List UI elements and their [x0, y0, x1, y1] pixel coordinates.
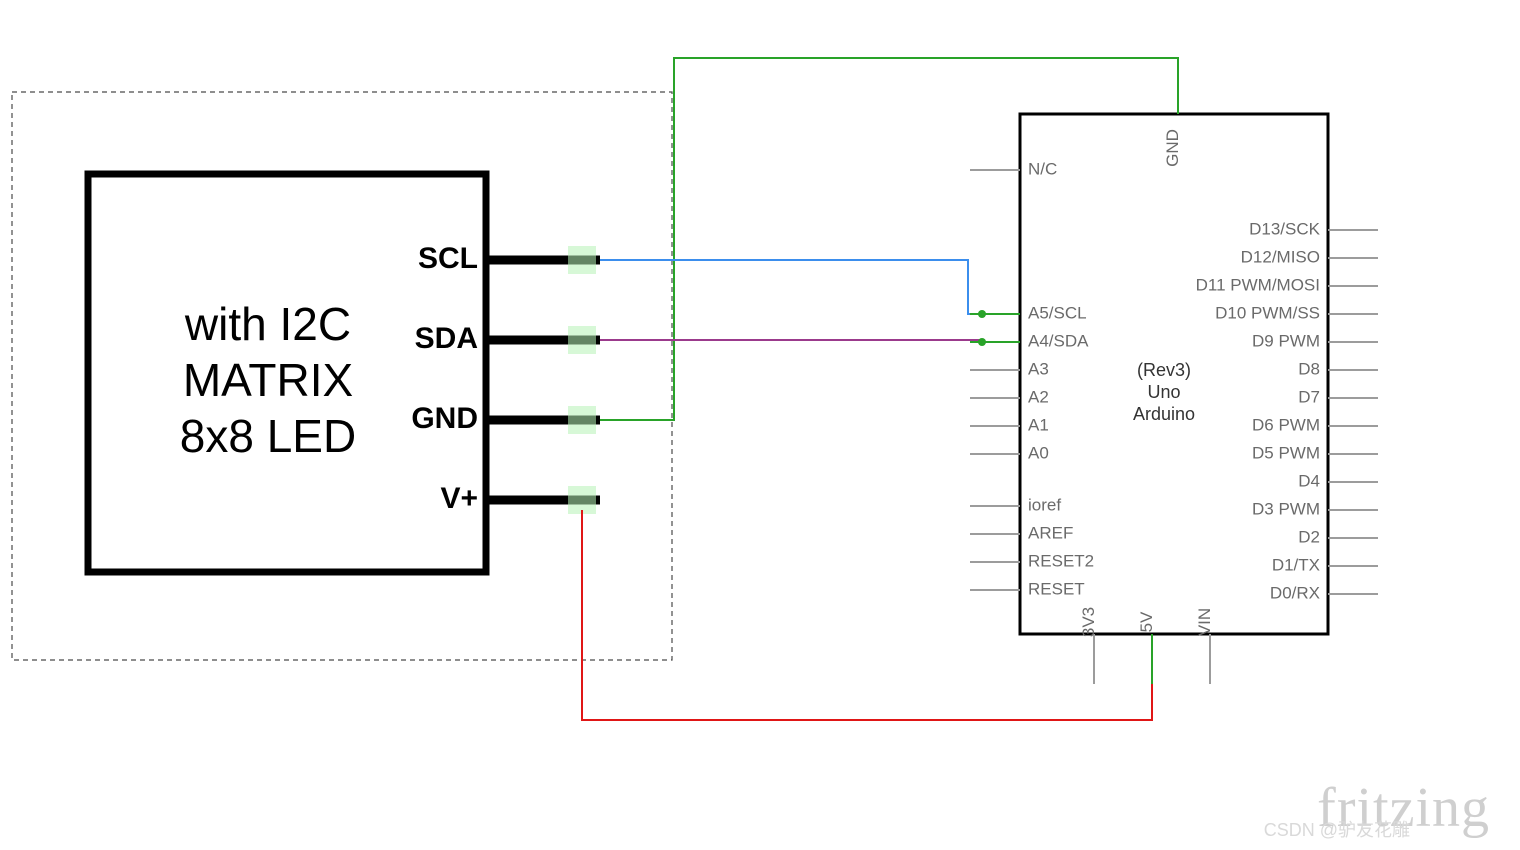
wiring-diagram: with I2CMATRIX8x8 LED SCL SDA GND V+ (Rev3)Un…: [0, 0, 1520, 850]
matrix-title-line: 8x8 LED: [180, 410, 356, 462]
arduino-right-pin-label: D6 PWM: [1252, 415, 1320, 434]
arduino-left-pin-label: RESET2: [1028, 551, 1094, 570]
matrix-pin-pad: [568, 486, 596, 514]
matrix-pin-label-scl: SCL: [418, 242, 478, 275]
arduino-left-pin-label: A4/SDA: [1028, 331, 1089, 350]
arduino-right-pin-label: D7: [1298, 387, 1320, 406]
arduino-left-pin-label: A5/SCL: [1028, 303, 1087, 322]
arduino-right-pin-label: D11 PWM/MOSI: [1196, 275, 1320, 294]
arduino-top-pin-label: GND: [1163, 129, 1182, 167]
arduino-left-pin-label: A2: [1028, 387, 1049, 406]
arduino-label: Arduino: [1133, 404, 1195, 424]
arduino-left-pin-label: A3: [1028, 359, 1049, 378]
arduino-bottom-pin-label: VIN: [1195, 608, 1214, 636]
arduino-right-pin-label: D13/SCK: [1249, 219, 1321, 238]
matrix-pin-pad: [568, 246, 596, 274]
wire-junction: [978, 338, 986, 346]
arduino-left-pin-label: AREF: [1028, 523, 1073, 542]
matrix-pin-pad: [568, 406, 596, 434]
arduino-left-pin-label: N/C: [1028, 159, 1057, 178]
arduino-label: Uno: [1147, 382, 1180, 402]
arduino-right-pin-label: D9 PWM: [1252, 331, 1320, 350]
arduino-left-pin-label: ioref: [1028, 495, 1061, 514]
matrix-title-line: with I2C: [184, 298, 351, 350]
arduino-right-pin-label: D1/TX: [1272, 555, 1320, 574]
arduino-right-pin-label: D8: [1298, 359, 1320, 378]
arduino-left-pin-label: A0: [1028, 443, 1049, 462]
arduino-right-pin-label: D10 PWM/SS: [1215, 303, 1320, 322]
sda-wire: [600, 340, 982, 342]
arduino-bottom-pin-label: 5V: [1137, 611, 1156, 632]
arduino-right-pin-label: D4: [1298, 471, 1320, 490]
scl-wire: [600, 260, 982, 314]
arduino-right-pin-label: D3 PWM: [1252, 499, 1320, 518]
arduino-right-pin-label: D12/MISO: [1241, 247, 1320, 266]
matrix-pin-pad: [568, 326, 596, 354]
matrix-title-line: MATRIX: [183, 354, 353, 406]
arduino-right-pin-label: D2: [1298, 527, 1320, 546]
matrix-pin-label-gnd: GND: [411, 402, 478, 435]
matrix-pin-label-vplus: V+: [440, 482, 478, 515]
arduino-right-pin-label: D0/RX: [1270, 583, 1320, 602]
arduino-left-pin-label: RESET: [1028, 579, 1085, 598]
csdn-watermark: CSDN @驴友花雕: [1264, 816, 1410, 842]
matrix-pin-label-sda: SDA: [415, 322, 478, 355]
wire-junction: [978, 310, 986, 318]
arduino-bottom-pin-label: 3V3: [1079, 607, 1098, 637]
arduino-right-pin-label: D5 PWM: [1252, 443, 1320, 462]
arduino-left-pin-label: A1: [1028, 415, 1049, 434]
arduino-label: (Rev3): [1137, 360, 1191, 380]
